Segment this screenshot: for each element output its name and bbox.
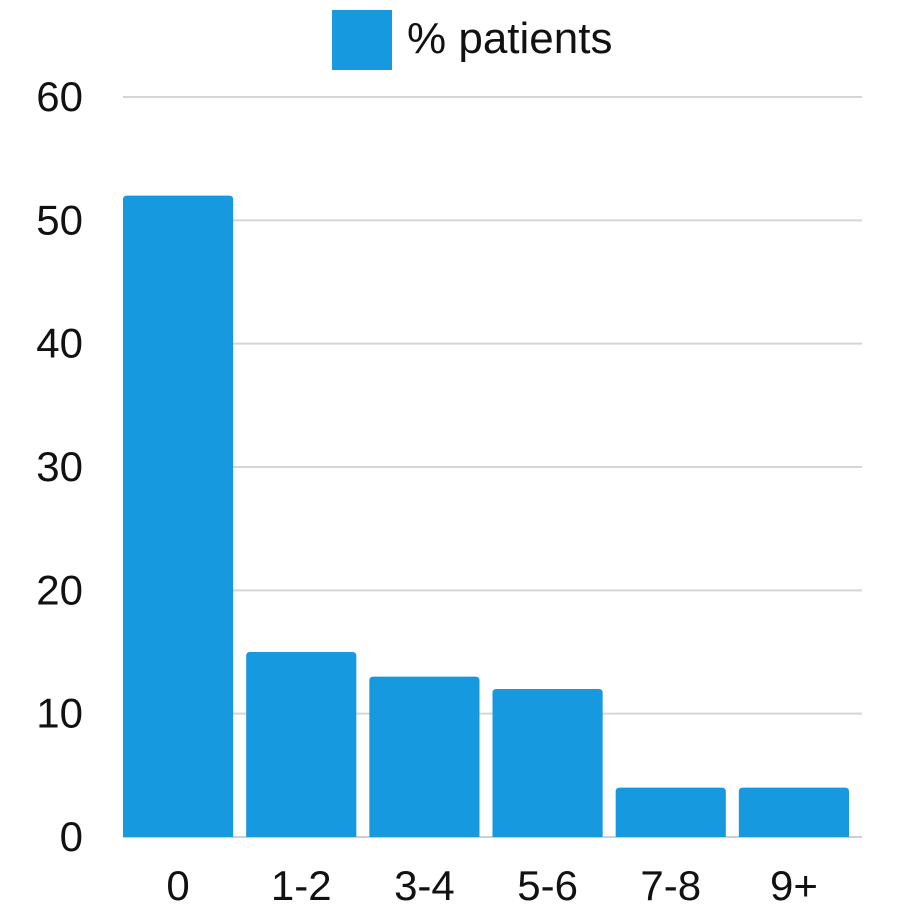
x-tick-label: 0 [166,862,189,909]
x-tick-label: 9+ [770,862,818,909]
bar-1-2 [246,652,357,837]
bar-7-8 [615,787,726,837]
x-axis-tick-labels: 0 1-2 3-4 5-6 7-8 9+ [166,862,817,909]
legend: % patients [332,10,612,70]
y-tick-label: 30 [36,443,83,490]
y-tick-label: 40 [36,320,83,367]
bar-0 [123,195,234,837]
x-tick-label: 7-8 [640,862,701,909]
y-tick-label: 50 [36,196,83,243]
bars [123,195,849,837]
bar-5-6 [492,689,603,837]
legend-label: % patients [407,14,612,63]
legend-swatch [332,10,392,70]
y-tick-label: 0 [60,813,83,860]
x-tick-label: 3-4 [394,862,455,909]
y-tick-label: 10 [36,690,83,737]
bar-3-4 [369,676,480,837]
y-axis-tick-labels: 0 10 20 30 40 50 60 [36,73,83,860]
y-tick-label: 60 [36,73,83,120]
y-tick-label: 20 [36,566,83,613]
bar-9+ [738,787,849,837]
x-tick-label: 1-2 [271,862,332,909]
x-tick-label: 5-6 [517,862,578,909]
